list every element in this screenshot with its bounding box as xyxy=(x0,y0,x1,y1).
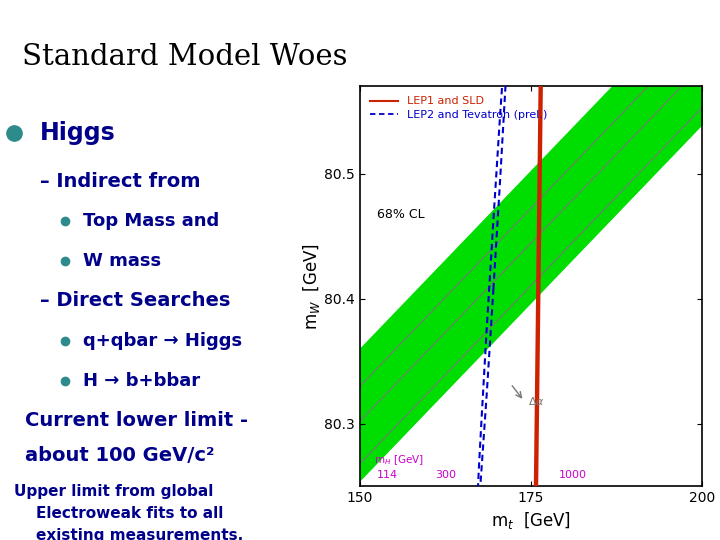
Text: Standard Model Woes: Standard Model Woes xyxy=(22,43,348,71)
Text: $\Delta\alpha$: $\Delta\alpha$ xyxy=(528,395,544,407)
Text: Electroweak fits to all: Electroweak fits to all xyxy=(36,506,223,521)
Text: 114: 114 xyxy=(377,470,398,480)
Text: Higgs: Higgs xyxy=(40,120,115,145)
Text: – Direct Searches: – Direct Searches xyxy=(40,292,230,310)
Text: 68% CL: 68% CL xyxy=(377,207,425,220)
Text: Current lower limit -: Current lower limit - xyxy=(25,411,248,430)
Text: Upper limit from global: Upper limit from global xyxy=(14,484,214,499)
Text: q+qbar → Higgs: q+qbar → Higgs xyxy=(83,332,242,350)
X-axis label: m$_t$  [GeV]: m$_t$ [GeV] xyxy=(491,510,571,531)
Text: existing measurements.: existing measurements. xyxy=(36,528,243,540)
Text: 1000: 1000 xyxy=(558,470,586,480)
Text: W mass: W mass xyxy=(83,252,161,270)
Text: about 100 GeV/c²: about 100 GeV/c² xyxy=(25,447,215,465)
Text: Top Mass and: Top Mass and xyxy=(83,212,219,230)
Text: – Indirect from: – Indirect from xyxy=(40,172,200,191)
Legend: LEP1 and SLD, LEP2 and Tevatron (prel.): LEP1 and SLD, LEP2 and Tevatron (prel.) xyxy=(366,92,552,124)
Y-axis label: m$_W$  [GeV]: m$_W$ [GeV] xyxy=(301,242,322,330)
Text: m$_H$ [GeV]: m$_H$ [GeV] xyxy=(374,454,424,467)
Text: 300: 300 xyxy=(435,470,456,480)
Text: H → b+bbar: H → b+bbar xyxy=(83,372,200,389)
